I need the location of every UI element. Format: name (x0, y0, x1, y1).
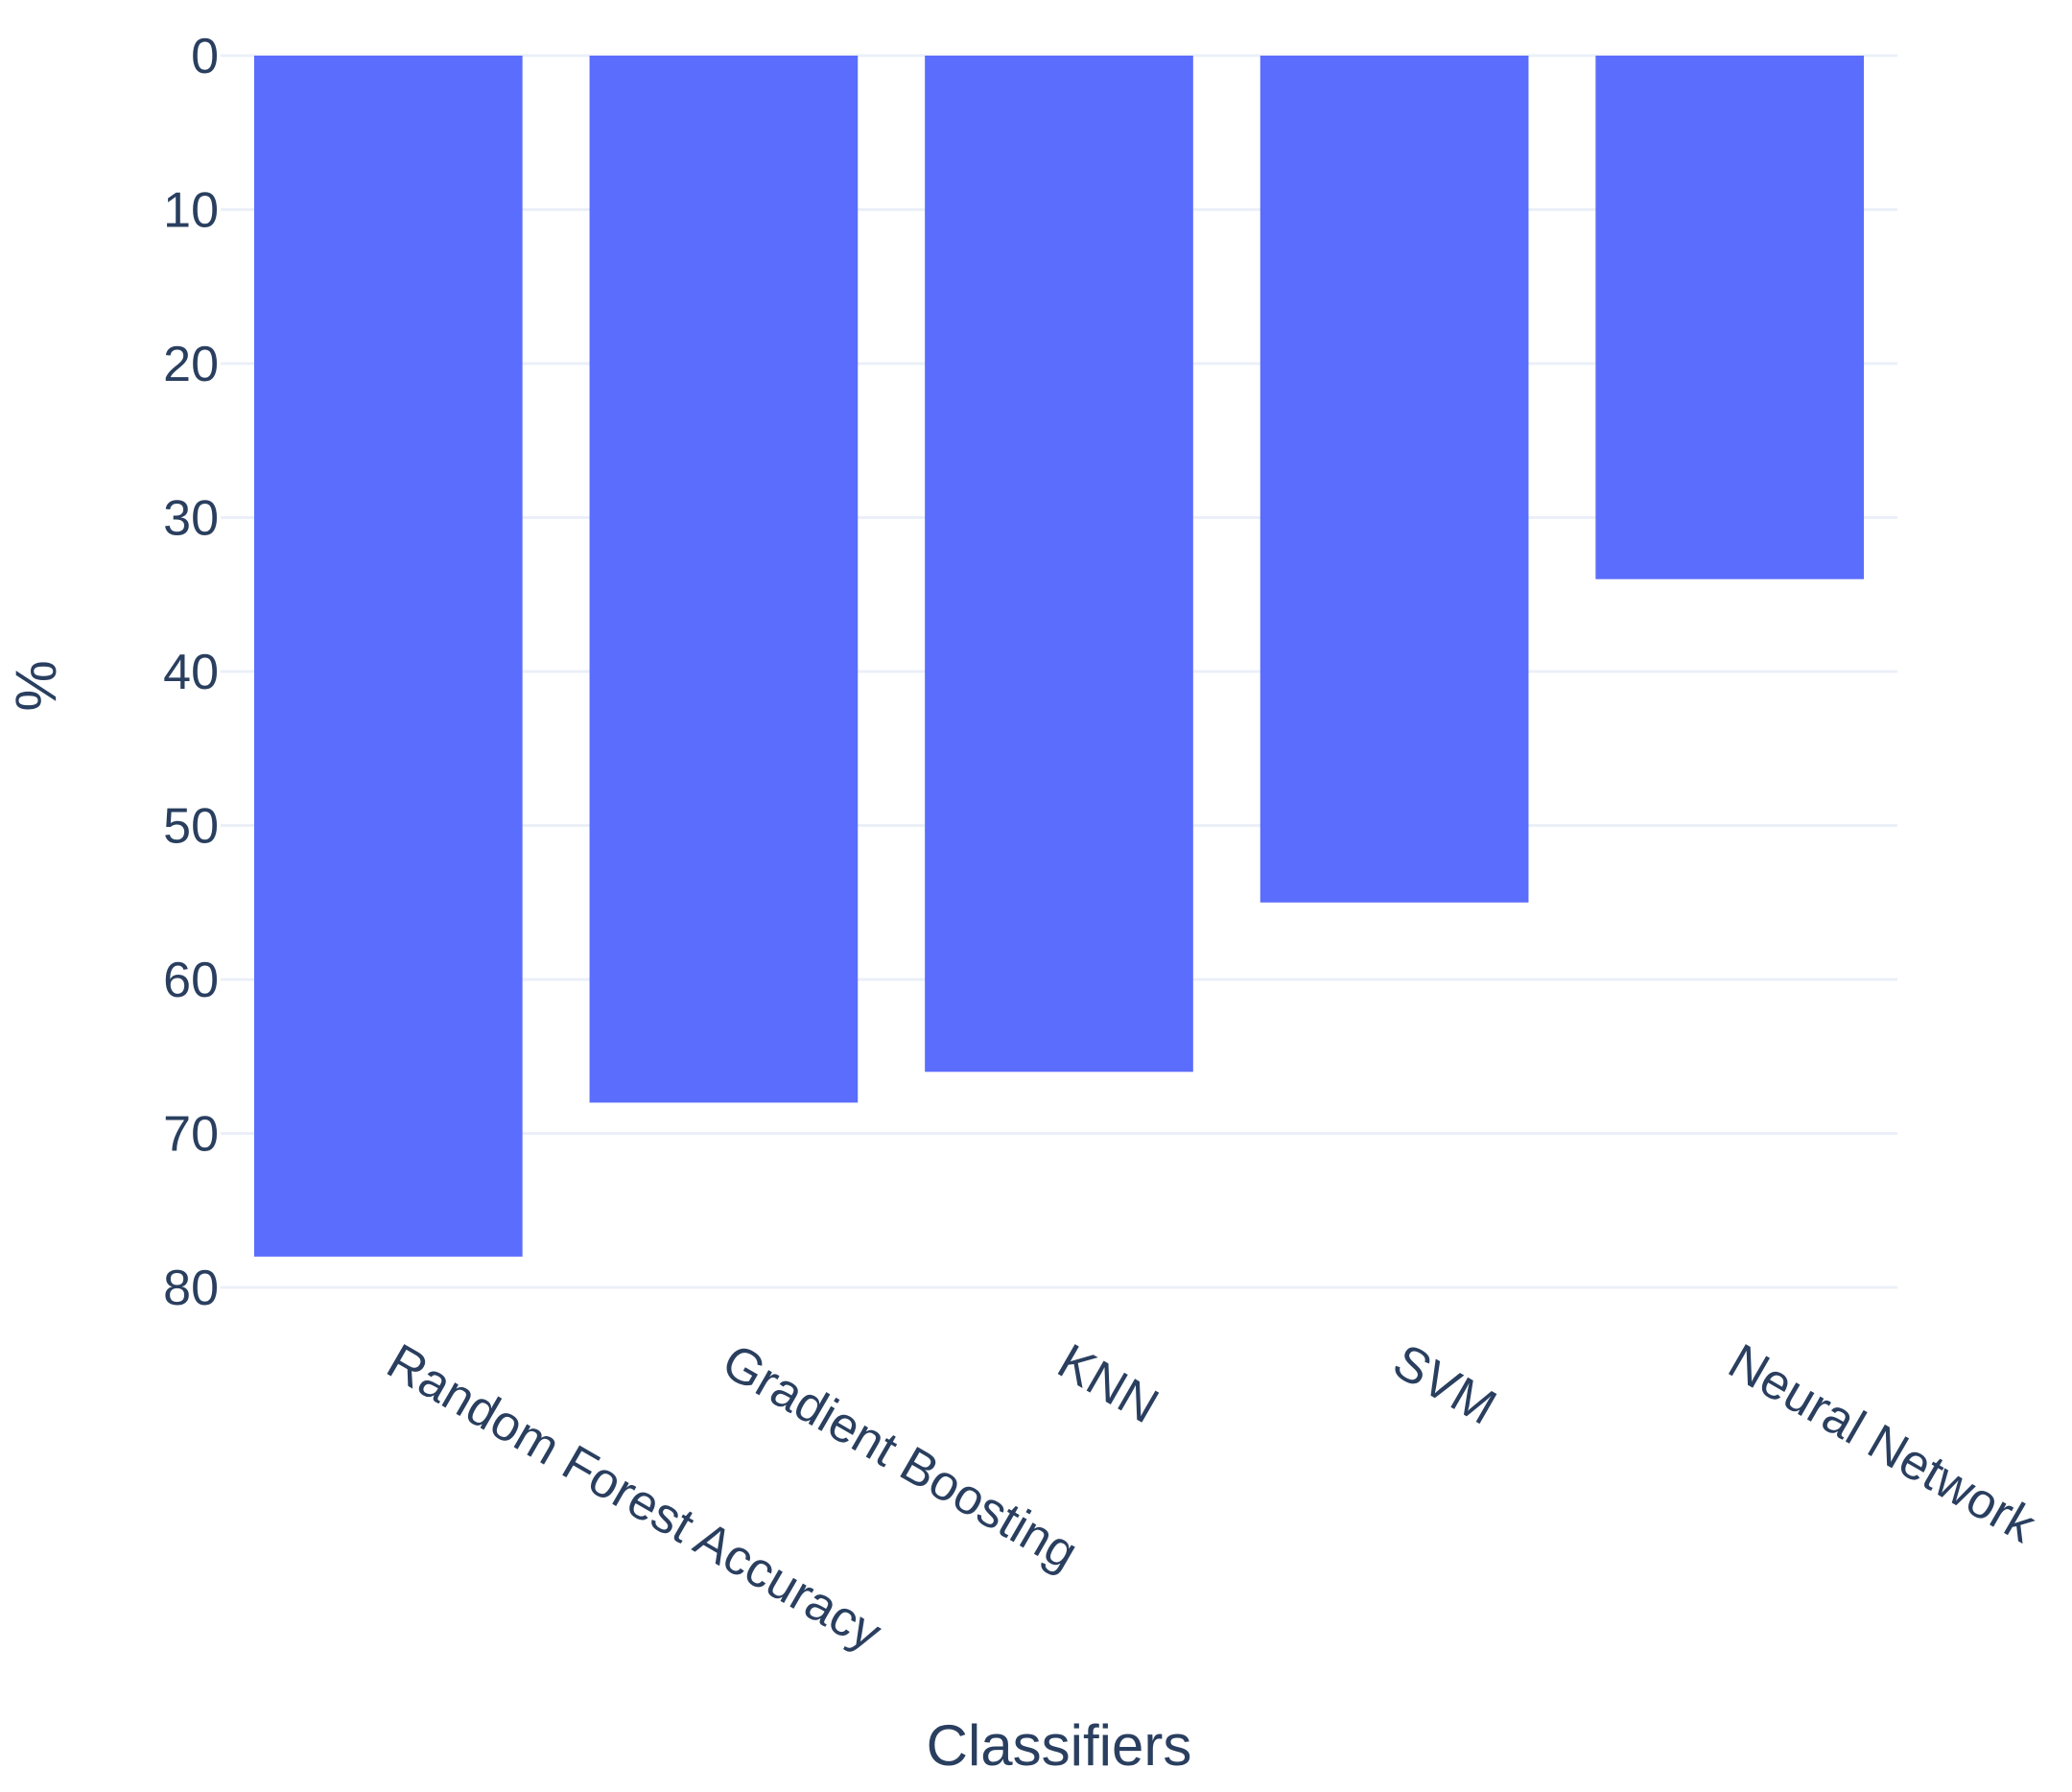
y-tick-label: 60 (163, 953, 219, 1008)
y-tick-label: 20 (163, 337, 219, 392)
y-tick-label: 10 (163, 183, 219, 239)
y-tick-label: 0 (191, 29, 219, 84)
bar[interactable] (1260, 56, 1529, 903)
bar[interactable] (253, 56, 523, 1257)
bar[interactable] (925, 56, 1193, 1073)
y-tick-label: 40 (163, 645, 219, 700)
y-axis-title: % (4, 660, 68, 711)
bar[interactable] (1595, 56, 1865, 579)
x-axis-title: Classifiers (927, 1713, 1192, 1778)
y-tick-label: 30 (163, 491, 219, 547)
x-tick-label: SVM (1384, 1333, 1506, 1436)
bar[interactable] (589, 56, 859, 1103)
y-tick-label: 70 (163, 1107, 219, 1163)
bars (253, 56, 1865, 1257)
y-tick-label: 50 (163, 799, 219, 855)
x-tick-label: KNN (1048, 1333, 1167, 1434)
x-tick-label: Neural Network (1719, 1333, 2045, 1554)
y-tick-label: 80 (163, 1261, 219, 1316)
y-axis-ticks: 0 10 20 30 40 50 60 70 80 (163, 29, 219, 1316)
